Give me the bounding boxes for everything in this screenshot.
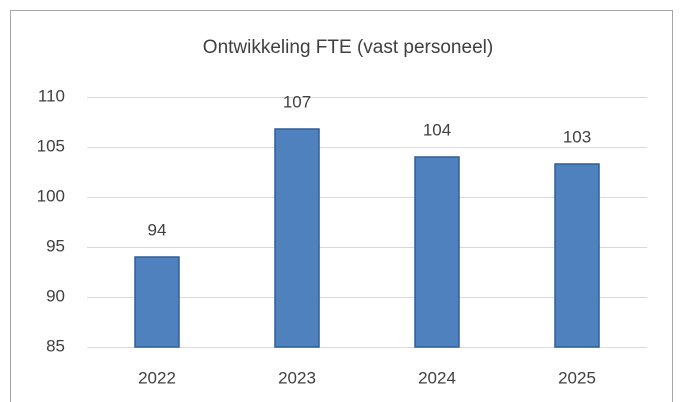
bar <box>134 256 180 348</box>
y-tick-label: 110 <box>38 86 65 105</box>
data-label: 104 <box>423 120 451 139</box>
data-label: 107 <box>283 92 311 111</box>
bar <box>554 163 600 348</box>
x-tick-label: 2025 <box>558 368 596 387</box>
y-tick-label: 85 <box>46 336 65 355</box>
bar <box>414 156 460 348</box>
bar <box>274 128 320 348</box>
y-tick-label: 105 <box>37 136 65 155</box>
x-tick-label: 2022 <box>138 368 176 387</box>
data-label: 103 <box>563 127 591 146</box>
data-label: 94 <box>148 220 167 239</box>
y-tick-label: 100 <box>37 186 65 205</box>
y-tick-label: 90 <box>46 286 65 305</box>
chart-title: Ontwikkeling FTE (vast personeel) <box>203 37 493 58</box>
y-tick-label: 95 <box>46 236 65 255</box>
x-tick-label: 2023 <box>278 368 316 387</box>
x-tick-label: 2024 <box>418 368 456 387</box>
